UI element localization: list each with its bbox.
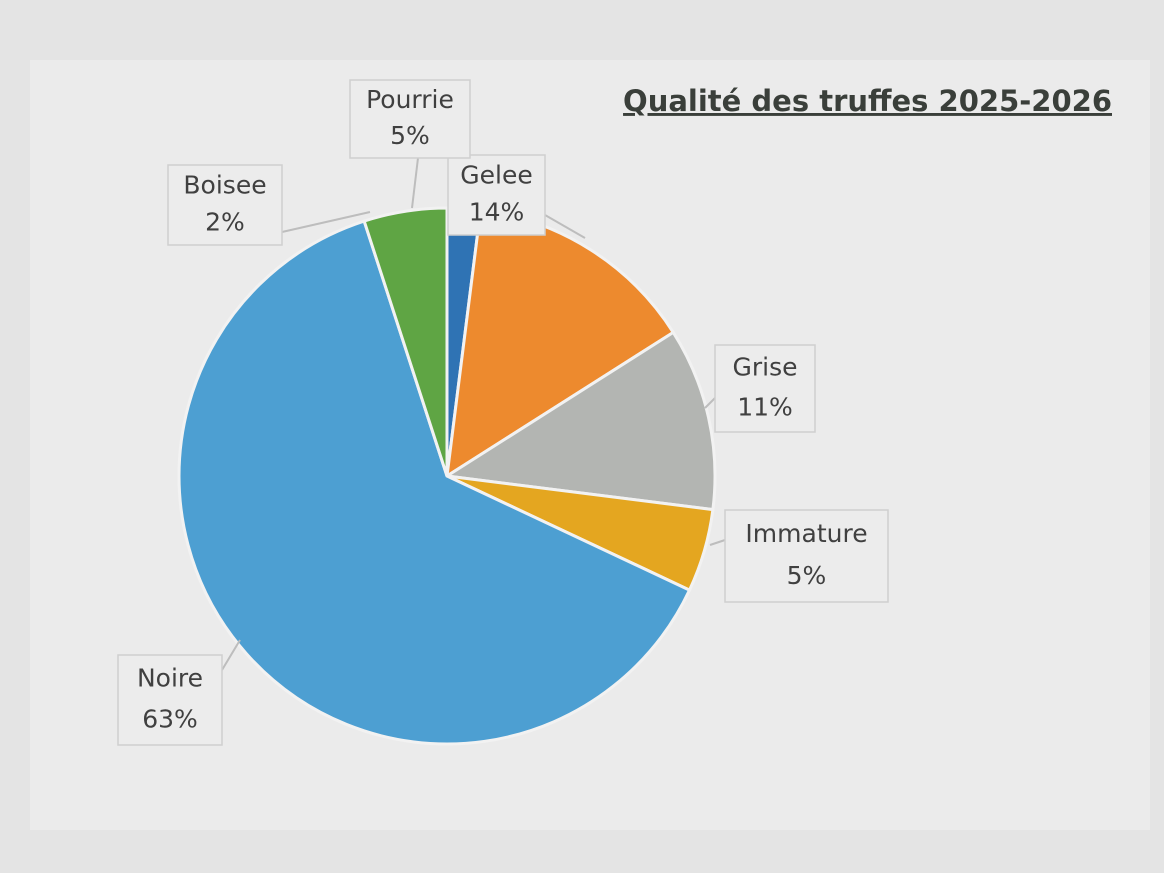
leader-line <box>709 539 726 546</box>
value-label: 11% <box>737 393 793 422</box>
value-label: 5% <box>390 121 430 150</box>
value-label: 2% <box>205 207 245 236</box>
value-label: 5% <box>787 561 827 590</box>
pie-slice <box>362 206 449 477</box>
category-label: Boisee <box>183 171 266 200</box>
pie-slice <box>442 330 717 512</box>
value-label: 14% <box>469 197 525 226</box>
chart-title: Qualité des truffes 2025-2026 <box>623 84 1112 118</box>
category-label: Grise <box>732 352 797 381</box>
leader-line <box>221 639 241 671</box>
category-label: Noire <box>137 663 203 692</box>
label-box <box>447 154 546 236</box>
category-label: Gelee <box>460 161 532 190</box>
label-box <box>349 79 471 159</box>
label-box <box>714 344 816 433</box>
pie-slice <box>177 219 692 746</box>
label-box <box>117 654 223 746</box>
value-label: 63% <box>142 705 198 734</box>
label-box <box>167 164 283 246</box>
category-label: Immature <box>745 519 867 548</box>
leader-line <box>704 397 716 409</box>
leader-line <box>281 211 371 233</box>
category-label: Pourrie <box>366 85 454 114</box>
label-box <box>724 509 889 603</box>
leader-line <box>544 214 586 239</box>
leader-line <box>411 157 419 209</box>
